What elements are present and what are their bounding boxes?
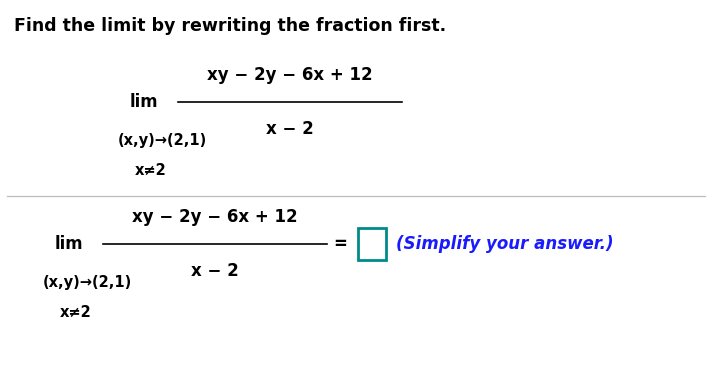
Text: x − 2: x − 2	[191, 262, 239, 280]
Text: Find the limit by rewriting the fraction first.: Find the limit by rewriting the fraction…	[14, 17, 446, 35]
Text: xy − 2y − 6x + 12: xy − 2y − 6x + 12	[132, 208, 298, 226]
Text: lim: lim	[55, 235, 83, 253]
Text: (Simplify your answer.): (Simplify your answer.)	[396, 235, 614, 253]
Text: (x,y)→(2,1): (x,y)→(2,1)	[43, 274, 132, 290]
Text: x≠2: x≠2	[60, 305, 92, 319]
Text: x≠2: x≠2	[135, 163, 167, 178]
Text: =: =	[333, 235, 347, 253]
Text: lim: lim	[130, 93, 159, 111]
Text: x − 2: x − 2	[266, 120, 314, 138]
FancyBboxPatch shape	[358, 228, 386, 260]
Text: xy − 2y − 6x + 12: xy − 2y − 6x + 12	[207, 66, 373, 84]
Text: (x,y)→(2,1): (x,y)→(2,1)	[118, 132, 207, 147]
